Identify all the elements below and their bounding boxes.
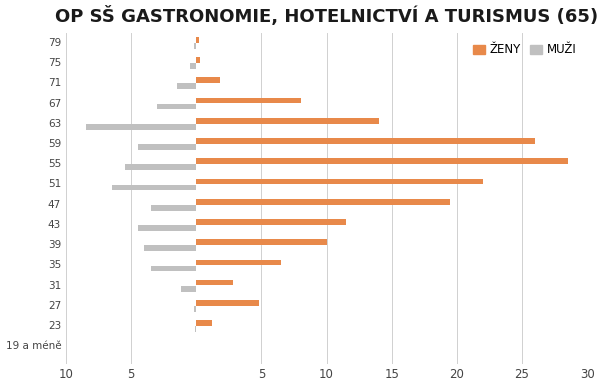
Bar — [137, 225, 196, 231]
Bar — [190, 63, 196, 69]
Bar — [196, 77, 220, 83]
Bar — [196, 219, 346, 225]
Bar — [144, 245, 196, 251]
Legend: ŽENY, MUŽI: ŽENY, MUŽI — [468, 39, 581, 61]
Bar — [157, 104, 196, 110]
Bar — [196, 280, 233, 286]
Bar — [151, 205, 196, 211]
Title: OP SŠ GASTRONOMIE, HOTELNICTVÍ A TURISMUS (65): OP SŠ GASTRONOMIE, HOTELNICTVÍ A TURISMU… — [55, 5, 598, 26]
Bar — [194, 306, 196, 312]
Bar — [196, 37, 199, 43]
Bar — [196, 138, 535, 144]
Bar — [137, 144, 196, 150]
Bar — [181, 286, 196, 291]
Bar — [125, 164, 196, 170]
Bar — [86, 124, 196, 130]
Bar — [177, 84, 196, 89]
Bar — [196, 98, 301, 103]
Bar — [196, 199, 450, 204]
Bar — [112, 185, 196, 190]
Bar — [196, 118, 379, 123]
Bar — [196, 300, 259, 306]
Bar — [196, 158, 568, 164]
Bar — [196, 57, 200, 63]
Bar — [196, 260, 281, 265]
Bar — [194, 43, 196, 49]
Bar — [196, 178, 483, 184]
Bar — [196, 320, 212, 326]
Bar — [151, 265, 196, 271]
Bar — [195, 326, 196, 332]
Bar — [196, 239, 326, 245]
